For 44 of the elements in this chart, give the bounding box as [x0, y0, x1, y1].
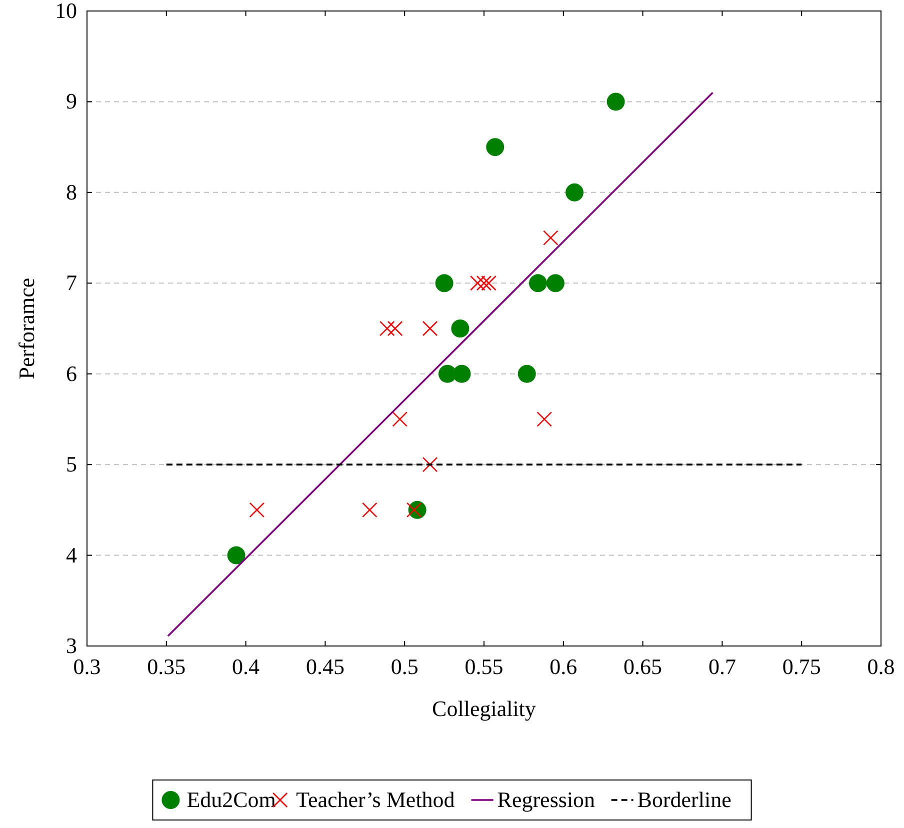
- point: [406, 502, 422, 518]
- point: [536, 412, 552, 427]
- point: [422, 320, 438, 336]
- legend-label: Regression: [497, 787, 596, 812]
- point: [543, 230, 558, 246]
- point: [227, 546, 246, 564]
- x-tick-label: 0.65: [624, 654, 662, 679]
- x-tick-label: 0.75: [782, 654, 821, 679]
- y-tick-label: 6: [66, 360, 77, 386]
- point: [422, 456, 438, 472]
- point: [546, 274, 564, 292]
- point: [392, 412, 408, 427]
- legend-label: Teacher’s Method: [296, 787, 455, 812]
- y-tick-label: 4: [66, 542, 77, 568]
- point: [452, 364, 471, 383]
- y-tick-label: 10: [55, 0, 77, 23]
- y-tick-label: 8: [66, 179, 77, 204]
- point: [379, 320, 395, 336]
- point: [435, 274, 454, 292]
- x-tick-label: 0.7: [708, 654, 736, 679]
- x-tick-label: 0.4: [232, 654, 260, 679]
- point: [387, 320, 403, 336]
- y-axis-title: Perforamce: [14, 278, 39, 380]
- point: [566, 183, 584, 202]
- point: [451, 320, 470, 338]
- point: [249, 502, 265, 518]
- x-tick-label: 0.8: [867, 654, 895, 679]
- point: [486, 138, 504, 156]
- point: [362, 502, 378, 518]
- x-tick-label: 0.35: [147, 654, 186, 679]
- x-tick-label: 0.6: [550, 654, 578, 679]
- x-tick-label: 0.45: [306, 654, 344, 679]
- y-tick-label: 5: [66, 452, 77, 477]
- x-axis-title: Collegiality: [432, 696, 536, 721]
- x-tick-label: 0.5: [390, 654, 418, 679]
- y-tick-label: 9: [66, 88, 77, 114]
- point: [476, 275, 492, 291]
- point: [528, 274, 547, 292]
- legend-label: Borderline: [637, 787, 732, 812]
- y-tick-label: 7: [66, 270, 77, 296]
- point: [518, 364, 536, 383]
- x-tick-label: 0.55: [464, 654, 504, 679]
- legend-label: Edu2Com: [186, 787, 276, 812]
- point: [606, 92, 625, 111]
